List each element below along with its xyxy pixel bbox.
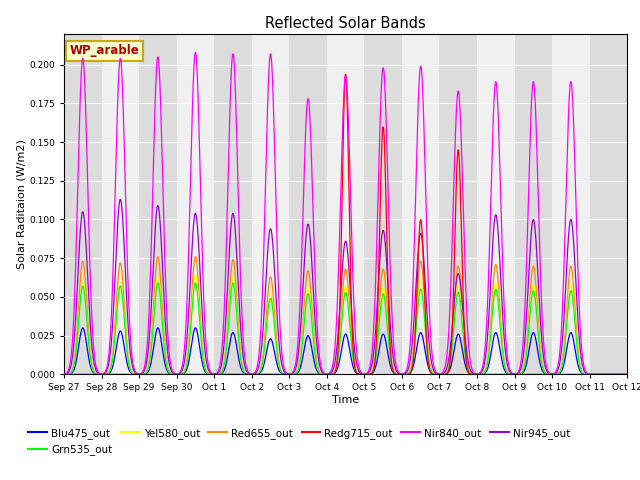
Bar (552, 34, 589, 374)
Bar (102, 34, 139, 374)
Bar (139, 34, 177, 374)
Bar (364, 34, 402, 374)
Bar (214, 34, 252, 374)
Text: WP_arable: WP_arable (70, 44, 140, 57)
Bar (477, 34, 515, 374)
Bar (64, 34, 102, 374)
Bar (402, 34, 440, 374)
Bar (327, 34, 364, 374)
Title: Reflected Solar Bands: Reflected Solar Bands (265, 16, 426, 31)
Bar (289, 34, 327, 374)
Legend: Blu475_out, Grn535_out, Yel580_out, Red655_out, Redg715_out, Nir840_out, Nir945_: Blu475_out, Grn535_out, Yel580_out, Red6… (24, 424, 574, 459)
Bar (252, 34, 289, 374)
Y-axis label: Solar Raditaion (W/m2): Solar Raditaion (W/m2) (16, 139, 26, 269)
X-axis label: Time: Time (332, 395, 359, 405)
Bar (589, 34, 627, 374)
Bar (177, 34, 214, 374)
Bar (440, 34, 477, 374)
Bar (515, 34, 552, 374)
